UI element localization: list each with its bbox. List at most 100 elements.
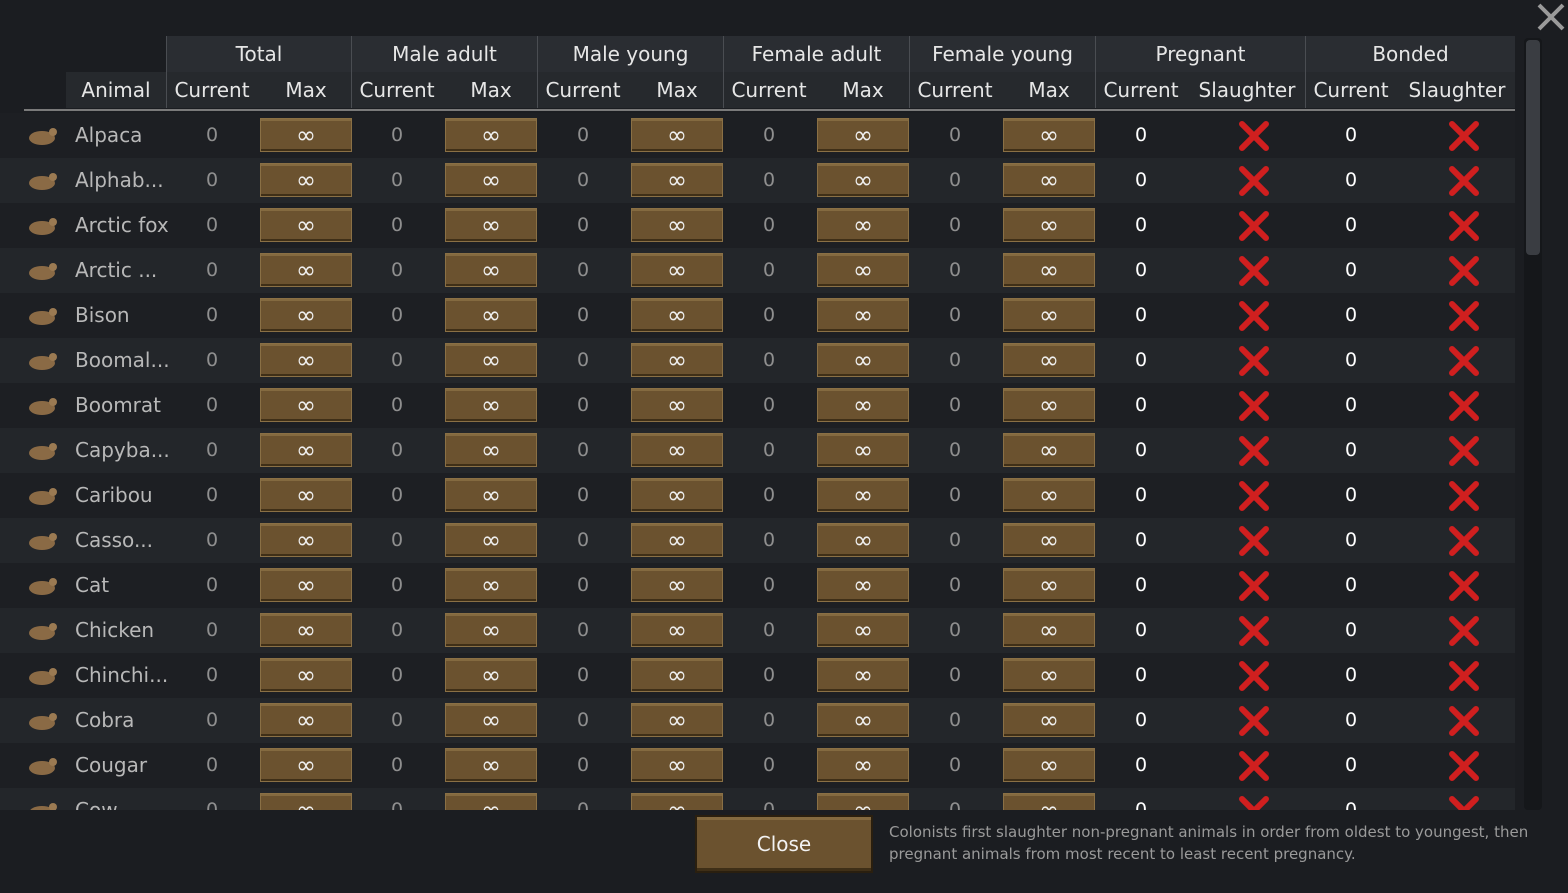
slaughter-toggle[interactable] bbox=[1237, 209, 1271, 243]
max-button[interactable]: ∞ bbox=[1003, 343, 1095, 377]
max-button[interactable]: ∞ bbox=[817, 658, 909, 692]
slaughter-toggle[interactable] bbox=[1237, 614, 1271, 648]
max-button[interactable]: ∞ bbox=[260, 748, 352, 782]
slaughter-toggle[interactable] bbox=[1447, 164, 1481, 198]
max-button[interactable]: ∞ bbox=[260, 388, 352, 422]
max-button[interactable]: ∞ bbox=[817, 478, 909, 512]
max-button[interactable]: ∞ bbox=[631, 703, 723, 737]
animal-name[interactable]: Alphab... bbox=[75, 168, 164, 192]
max-button[interactable]: ∞ bbox=[631, 343, 723, 377]
max-button[interactable]: ∞ bbox=[1003, 388, 1095, 422]
close-button[interactable]: Close bbox=[695, 815, 873, 873]
slaughter-toggle[interactable] bbox=[1447, 479, 1481, 513]
max-button[interactable]: ∞ bbox=[445, 523, 537, 557]
slaughter-toggle[interactable] bbox=[1237, 389, 1271, 423]
max-button[interactable]: ∞ bbox=[817, 523, 909, 557]
animal-name[interactable]: Chinchi... bbox=[75, 663, 169, 687]
slaughter-toggle[interactable] bbox=[1237, 299, 1271, 333]
max-button[interactable]: ∞ bbox=[260, 253, 352, 287]
slaughter-toggle[interactable] bbox=[1447, 704, 1481, 738]
slaughter-toggle[interactable] bbox=[1237, 479, 1271, 513]
slaughter-toggle[interactable] bbox=[1447, 254, 1481, 288]
max-button[interactable]: ∞ bbox=[631, 298, 723, 332]
max-button[interactable]: ∞ bbox=[1003, 613, 1095, 647]
animal-name[interactable]: Alpaca bbox=[75, 123, 143, 147]
max-button[interactable]: ∞ bbox=[1003, 703, 1095, 737]
slaughter-toggle[interactable] bbox=[1237, 119, 1271, 153]
max-button[interactable]: ∞ bbox=[445, 748, 537, 782]
animal-name[interactable]: Chicken bbox=[75, 618, 155, 642]
max-button[interactable]: ∞ bbox=[631, 523, 723, 557]
max-button[interactable]: ∞ bbox=[631, 253, 723, 287]
max-button[interactable]: ∞ bbox=[445, 388, 537, 422]
slaughter-toggle[interactable] bbox=[1447, 389, 1481, 423]
animal-name[interactable]: Caribou bbox=[75, 483, 153, 507]
max-button[interactable]: ∞ bbox=[1003, 298, 1095, 332]
max-button[interactable]: ∞ bbox=[817, 163, 909, 197]
max-button[interactable]: ∞ bbox=[817, 388, 909, 422]
max-button[interactable]: ∞ bbox=[631, 478, 723, 512]
max-button[interactable]: ∞ bbox=[1003, 253, 1095, 287]
max-button[interactable]: ∞ bbox=[817, 613, 909, 647]
max-button[interactable]: ∞ bbox=[260, 658, 352, 692]
slaughter-toggle[interactable] bbox=[1447, 749, 1481, 783]
animal-name[interactable]: Boomrat bbox=[75, 393, 161, 417]
max-button[interactable]: ∞ bbox=[260, 298, 352, 332]
slaughter-toggle[interactable] bbox=[1447, 569, 1481, 603]
slaughter-toggle[interactable] bbox=[1237, 794, 1271, 810]
slaughter-toggle[interactable] bbox=[1447, 299, 1481, 333]
animal-name[interactable]: Cougar bbox=[75, 753, 148, 777]
max-button[interactable]: ∞ bbox=[445, 433, 537, 467]
max-button[interactable]: ∞ bbox=[631, 433, 723, 467]
max-button[interactable]: ∞ bbox=[817, 568, 909, 602]
max-button[interactable]: ∞ bbox=[260, 433, 352, 467]
max-button[interactable]: ∞ bbox=[260, 118, 352, 152]
max-button[interactable]: ∞ bbox=[817, 253, 909, 287]
max-button[interactable]: ∞ bbox=[1003, 748, 1095, 782]
max-button[interactable]: ∞ bbox=[445, 343, 537, 377]
slaughter-toggle[interactable] bbox=[1237, 659, 1271, 693]
max-button[interactable]: ∞ bbox=[631, 388, 723, 422]
max-button[interactable]: ∞ bbox=[817, 433, 909, 467]
max-button[interactable]: ∞ bbox=[445, 118, 537, 152]
max-button[interactable]: ∞ bbox=[817, 118, 909, 152]
slaughter-toggle[interactable] bbox=[1447, 659, 1481, 693]
slaughter-toggle[interactable] bbox=[1447, 119, 1481, 153]
slaughter-toggle[interactable] bbox=[1237, 569, 1271, 603]
max-button[interactable]: ∞ bbox=[631, 568, 723, 602]
animal-name[interactable]: Bison bbox=[75, 303, 130, 327]
max-button[interactable]: ∞ bbox=[260, 703, 352, 737]
animal-name[interactable]: Boomal... bbox=[75, 348, 170, 372]
max-button[interactable]: ∞ bbox=[1003, 118, 1095, 152]
max-button[interactable]: ∞ bbox=[260, 163, 352, 197]
max-button[interactable]: ∞ bbox=[1003, 433, 1095, 467]
max-button[interactable]: ∞ bbox=[817, 703, 909, 737]
slaughter-toggle[interactable] bbox=[1237, 254, 1271, 288]
max-button[interactable]: ∞ bbox=[445, 163, 537, 197]
slaughter-toggle[interactable] bbox=[1237, 749, 1271, 783]
max-button[interactable]: ∞ bbox=[631, 658, 723, 692]
slaughter-toggle[interactable] bbox=[1237, 344, 1271, 378]
max-button[interactable]: ∞ bbox=[1003, 793, 1095, 810]
max-button[interactable]: ∞ bbox=[817, 343, 909, 377]
max-button[interactable]: ∞ bbox=[260, 478, 352, 512]
max-button[interactable]: ∞ bbox=[631, 793, 723, 810]
max-button[interactable]: ∞ bbox=[445, 703, 537, 737]
close-icon[interactable] bbox=[1536, 2, 1566, 32]
max-button[interactable]: ∞ bbox=[817, 748, 909, 782]
max-button[interactable]: ∞ bbox=[631, 748, 723, 782]
max-button[interactable]: ∞ bbox=[1003, 163, 1095, 197]
max-button[interactable]: ∞ bbox=[1003, 208, 1095, 242]
animal-name[interactable]: Cat bbox=[75, 573, 110, 597]
slaughter-toggle[interactable] bbox=[1447, 344, 1481, 378]
slaughter-toggle[interactable] bbox=[1447, 209, 1481, 243]
max-button[interactable]: ∞ bbox=[445, 613, 537, 647]
max-button[interactable]: ∞ bbox=[445, 298, 537, 332]
max-button[interactable]: ∞ bbox=[260, 208, 352, 242]
slaughter-toggle[interactable] bbox=[1237, 524, 1271, 558]
max-button[interactable]: ∞ bbox=[445, 253, 537, 287]
slaughter-toggle[interactable] bbox=[1447, 434, 1481, 468]
max-button[interactable]: ∞ bbox=[260, 523, 352, 557]
animal-name[interactable]: Arctic fox bbox=[75, 213, 169, 237]
max-button[interactable]: ∞ bbox=[631, 163, 723, 197]
